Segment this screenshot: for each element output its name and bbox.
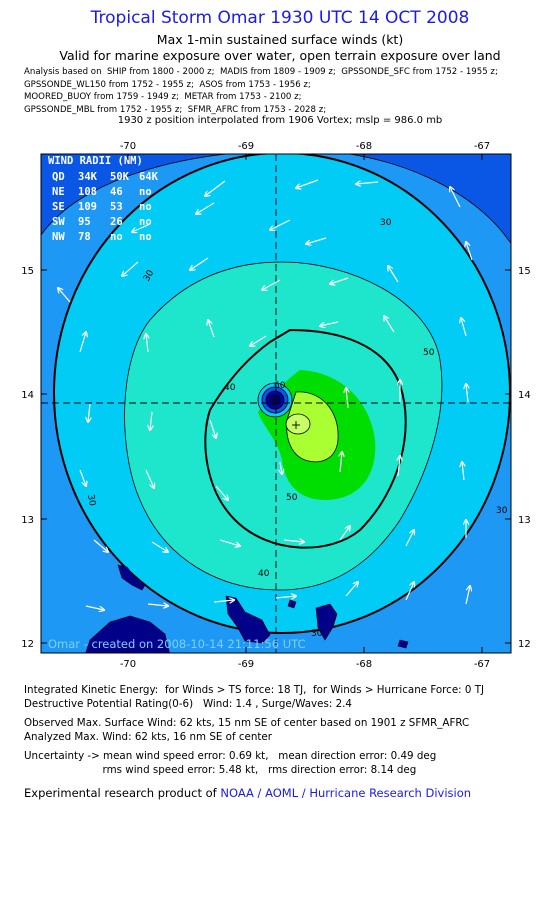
x-tick-label: -67 — [474, 659, 490, 670]
plot-frame — [40, 153, 512, 654]
wind-radii-header: QD — [52, 171, 65, 183]
contour-label: 30 — [85, 494, 97, 507]
contour-40 — [124, 261, 443, 591]
wind-radii-cell: no — [110, 231, 123, 243]
analysis-sources: Analysis based on SHIP from 1800 - 2000 … — [24, 66, 498, 116]
island-south-west — [85, 615, 170, 653]
axis-ticks — [41, 154, 511, 653]
wind-radii-cell: 95 — [78, 216, 91, 228]
analysis-line: MOORED_BUOY from 1759 - 1949 z; METAR fr… — [24, 92, 302, 102]
y-tick-label: 13 — [21, 515, 34, 526]
contour-label: 50 — [423, 348, 435, 358]
y-tick-label: 15 — [21, 266, 34, 277]
wind-radii-table: WIND RADII (NM) QD 34K 50K 64K NE 108 46… — [48, 155, 159, 243]
x-tick-label: -69 — [238, 659, 254, 670]
analysis-line: GPSSONDE_MBL from 1752 - 1955 z; SFMR_AF… — [24, 104, 327, 115]
wind-radii-cell: 46 — [110, 186, 123, 198]
ike-stat: Integrated Kinetic Energy: for Winds > T… — [24, 684, 485, 696]
contour-label: 30 — [496, 506, 508, 516]
x-tick-label: -70 — [120, 659, 136, 670]
contour-label: 60 — [274, 381, 286, 391]
island-west — [117, 564, 146, 591]
exposure-note: Valid for marine exposure over water, op… — [59, 48, 501, 63]
wind-radii-cell: 78 — [78, 231, 91, 243]
x-tick-label: -69 — [238, 141, 254, 152]
island-small — [287, 599, 297, 609]
wind-radii-cell: NW — [52, 231, 65, 243]
wind-radii-cell: 53 — [110, 201, 123, 213]
contour-labels: 30 40 50 60 30 30 40 50 30 30 — [85, 218, 508, 639]
max-wind-core — [285, 413, 311, 435]
wind-radii-cell: no — [139, 216, 152, 228]
contour-30 — [347, 154, 511, 245]
wind-radii-title: WIND RADII (NM) — [48, 155, 143, 167]
contour-label: 40 — [224, 383, 236, 393]
x-tick-label: -70 — [120, 141, 136, 152]
wind-radii-cell: 109 — [78, 201, 97, 213]
wind-radii-cell: no — [139, 231, 152, 243]
y-tick-label: 14 — [21, 390, 34, 401]
uncertainty-rms: rms wind speed error: 5.48 kt, rms direc… — [24, 764, 417, 776]
position-note: 1930 z position interpolated from 1906 V… — [117, 115, 443, 126]
contour-50 — [204, 328, 407, 549]
contour-label: 50 — [286, 493, 298, 503]
y-tick-label: 12 — [518, 639, 531, 650]
island-south-center — [225, 595, 271, 644]
contour-label: 30 — [380, 218, 392, 228]
hrd-link[interactable]: NOAA / AOML / Hurricane Research Divisio… — [220, 786, 472, 800]
island-southeast — [397, 639, 409, 649]
contour-label: 40 — [258, 569, 270, 579]
analysis-line: Analysis based on SHIP from 1800 - 2000 … — [24, 67, 498, 77]
footer-prefix: Experimental research product of — [24, 786, 217, 800]
y-tick-label: 15 — [518, 266, 531, 277]
observed-max-wind: Observed Max. Surface Wind: 62 kts, 15 n… — [24, 717, 470, 729]
wind-radii-cell: no — [139, 186, 152, 198]
wind-radii-cell: NE — [52, 186, 65, 198]
y-tick-label: 14 — [518, 390, 531, 401]
max-wind-marker — [292, 421, 300, 429]
plot-title: Tropical Storm Omar 1930 UTC 14 OCT 2008 — [90, 8, 470, 28]
axis-labels: -70 -69 -68 -67 -70 -69 -68 -67 15 14 13… — [21, 141, 530, 670]
wind-radii-header: 64K — [139, 171, 159, 183]
x-tick-label: -67 — [474, 141, 490, 152]
wind-field: 30 40 50 60 30 30 40 50 30 30 WIND RADII… — [41, 154, 511, 653]
wind-vectors — [58, 179, 473, 610]
creation-credit: Omar - created on 2008-10-14 21:11:56 UT… — [48, 637, 306, 651]
y-tick-label: 13 — [518, 515, 531, 526]
band-60plus-core — [286, 391, 339, 463]
vortex-eye — [257, 382, 293, 418]
analysis-line: GPSSONDE_WL150 from 1752 - 1955 z; ASOS … — [24, 79, 311, 90]
island-south-east — [315, 603, 338, 641]
y-tick-label: 12 — [21, 639, 34, 650]
contour-34kt — [53, 154, 511, 634]
contour-30-west — [41, 154, 232, 236]
analyzed-max-wind: Analyzed Max. Wind: 62 kts, 16 nm SE of … — [24, 731, 272, 743]
uncertainty-mean: Uncertainty -> mean wind speed error: 0.… — [24, 750, 437, 762]
x-tick-label: -68 — [356, 659, 372, 670]
land-masses — [85, 564, 409, 653]
wind-radii-header: 50K — [110, 171, 130, 183]
wind-radii-cell: SW — [52, 216, 65, 228]
wind-map: 30 40 50 60 30 30 40 50 30 30 WIND RADII… — [21, 141, 530, 670]
wind-radii-cell: 26 — [110, 216, 123, 228]
contour-label: 30 — [311, 629, 323, 639]
wind-radii-header: 34K — [78, 171, 98, 183]
dpr-stat: Destructive Potential Rating(0-6) Wind: … — [24, 698, 352, 710]
plot-subtitle: Max 1-min sustained surface winds (kt) — [156, 32, 404, 47]
footer: Experimental research product of NOAA / … — [24, 786, 471, 800]
x-tick-label: -68 — [356, 141, 372, 152]
wind-radii-cell: SE — [52, 201, 65, 213]
wind-radii-cell: no — [139, 201, 152, 213]
wind-radii-cell: 108 — [78, 186, 97, 198]
